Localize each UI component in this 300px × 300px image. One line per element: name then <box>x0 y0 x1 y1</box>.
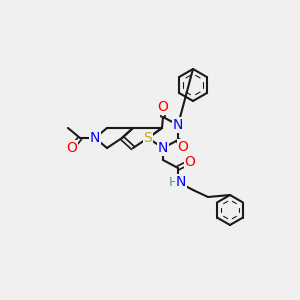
Text: O: O <box>178 140 188 154</box>
Text: N: N <box>158 141 168 155</box>
Text: H: H <box>168 176 178 188</box>
Text: N: N <box>90 131 100 145</box>
Text: N: N <box>176 175 186 189</box>
Text: S: S <box>144 131 152 145</box>
Text: O: O <box>67 141 77 155</box>
Text: O: O <box>158 100 168 114</box>
Text: N: N <box>173 118 183 132</box>
Text: O: O <box>184 155 195 169</box>
